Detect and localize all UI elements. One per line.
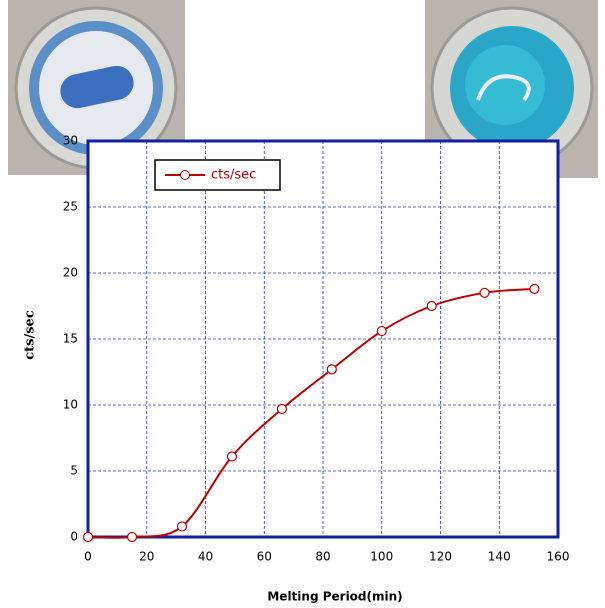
x-tick-label: 120 <box>429 550 452 564</box>
x-tick-label: 80 <box>315 550 330 564</box>
y-tick-label: 10 <box>63 398 78 412</box>
series-line <box>87 287 535 539</box>
data-point <box>226 451 238 462</box>
legend-marker <box>180 170 190 180</box>
y-tick-label: 25 <box>63 200 78 214</box>
data-point <box>276 403 287 415</box>
data-point <box>326 364 337 375</box>
x-tick-label: 20 <box>139 550 154 564</box>
data-point <box>426 300 437 312</box>
y-tick-label: 5 <box>70 464 78 478</box>
x-tick-label: 160 <box>547 550 570 564</box>
x-axis-label: Melting Period(min) <box>267 590 402 604</box>
data-point <box>126 531 138 543</box>
x-tick-label: 40 <box>198 550 213 564</box>
y-axis-label: cts/sec <box>23 310 38 360</box>
data-point <box>176 521 188 532</box>
data-point <box>82 531 94 543</box>
data-point <box>529 283 540 294</box>
x-tick-label: 100 <box>370 550 393 564</box>
legend-label: cts/sec <box>211 168 256 183</box>
plot-frame <box>86 139 560 539</box>
y-tick-label: 15 <box>63 332 78 346</box>
y-tick-label: 0 <box>70 530 78 544</box>
x-tick-label: 140 <box>488 550 511 564</box>
y-tick-label: 30 <box>63 134 78 148</box>
data-point <box>376 325 387 337</box>
photo-left <box>8 0 185 175</box>
data-point <box>479 287 490 298</box>
x-tick-label: 0 <box>84 550 92 564</box>
x-tick-label: 60 <box>257 550 272 564</box>
y-tick-label: 20 <box>63 266 78 280</box>
